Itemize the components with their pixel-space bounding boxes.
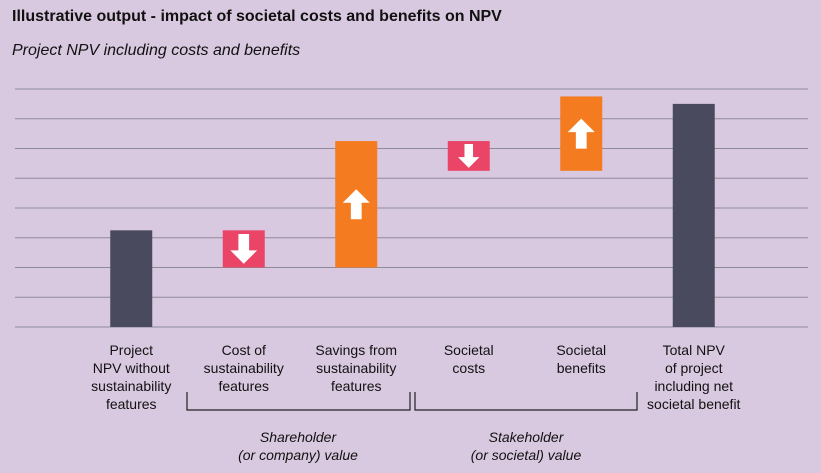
arrow	[458, 144, 480, 168]
group-bracket	[414, 392, 638, 411]
group-label: Shareholder (or company) value	[238, 429, 358, 463]
group-bracket	[186, 392, 411, 411]
x-tick-label: Total NPV of project including net socie…	[647, 342, 741, 412]
x-tick-label: Savings from sustainability features	[315, 342, 398, 394]
x-tick-label: Societal costs	[443, 342, 494, 376]
chart-subtitle: Project NPV including costs and benefits	[12, 42, 301, 59]
chart-title: Illustrative output - impact of societal…	[12, 8, 502, 25]
x-tick-label: Project NPV without sustainability featu…	[91, 342, 172, 412]
arrow	[230, 234, 258, 264]
group-label: Stakeholder (or societal) value	[470, 429, 582, 463]
bar	[110, 230, 153, 327]
x-tick-label: Cost of sustainability features	[203, 342, 284, 394]
bar	[672, 103, 715, 327]
x-tick-label: Societal benefits	[556, 342, 607, 376]
arrow	[567, 118, 595, 149]
arrow	[342, 189, 370, 220]
